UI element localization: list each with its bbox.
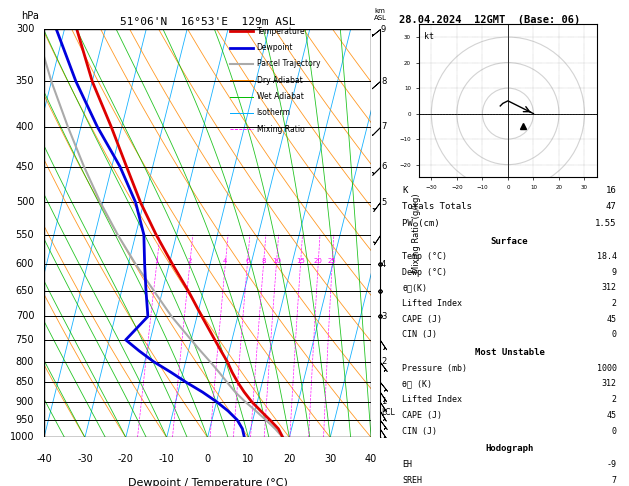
Text: kt: kt — [424, 32, 434, 41]
Text: LCL: LCL — [381, 408, 394, 417]
Text: 350: 350 — [16, 76, 34, 87]
Text: 2: 2 — [381, 357, 386, 366]
Text: 312: 312 — [601, 380, 616, 388]
Text: -9: -9 — [606, 460, 616, 469]
Text: -30: -30 — [77, 454, 93, 464]
Text: 18.4: 18.4 — [596, 252, 616, 261]
Text: Mixing Ratio (g/kg): Mixing Ratio (g/kg) — [413, 193, 421, 273]
Text: 1.55: 1.55 — [595, 219, 616, 227]
Text: CAPE (J): CAPE (J) — [403, 315, 442, 324]
Text: Mixing Ratio: Mixing Ratio — [257, 125, 304, 134]
Text: 500: 500 — [16, 197, 34, 208]
Text: θᴇ (K): θᴇ (K) — [403, 380, 432, 388]
Text: 20: 20 — [283, 454, 296, 464]
Text: 16: 16 — [606, 186, 616, 195]
Text: Pressure (mb): Pressure (mb) — [403, 364, 467, 373]
Text: 25: 25 — [328, 258, 337, 264]
Text: 47: 47 — [606, 202, 616, 211]
Text: CIN (J): CIN (J) — [403, 427, 437, 435]
Text: 800: 800 — [16, 357, 34, 367]
Text: 5: 5 — [381, 198, 386, 207]
Text: 1: 1 — [381, 397, 386, 406]
Text: 4: 4 — [381, 260, 386, 269]
Text: Surface: Surface — [491, 237, 528, 245]
Text: Isotherm: Isotherm — [257, 108, 291, 117]
Text: 45: 45 — [606, 411, 616, 420]
Text: CAPE (J): CAPE (J) — [403, 411, 442, 420]
Text: 10: 10 — [242, 454, 255, 464]
Text: Most Unstable: Most Unstable — [474, 348, 545, 357]
Text: 6: 6 — [381, 162, 386, 171]
Text: Parcel Trajectory: Parcel Trajectory — [257, 59, 320, 69]
Text: Lifted Index: Lifted Index — [403, 299, 462, 308]
Text: 15: 15 — [296, 258, 305, 264]
Text: 1000: 1000 — [9, 433, 34, 442]
Text: Lifted Index: Lifted Index — [403, 395, 462, 404]
Text: Hodograph: Hodograph — [486, 444, 533, 453]
Text: 10: 10 — [272, 258, 281, 264]
Text: SREH: SREH — [403, 476, 423, 485]
Text: 750: 750 — [16, 335, 34, 345]
Text: 2: 2 — [611, 299, 616, 308]
Text: 300: 300 — [16, 24, 34, 34]
Text: 550: 550 — [16, 230, 34, 240]
Text: EH: EH — [403, 460, 413, 469]
Text: 8: 8 — [381, 77, 386, 86]
Text: Totals Totals: Totals Totals — [403, 202, 472, 211]
Text: 7: 7 — [381, 122, 386, 131]
Text: hPa: hPa — [21, 11, 39, 21]
Text: 312: 312 — [601, 283, 616, 293]
Text: Wet Adiabat: Wet Adiabat — [257, 92, 304, 101]
Text: Temp (°C): Temp (°C) — [403, 252, 447, 261]
Text: 20: 20 — [314, 258, 323, 264]
Text: CIN (J): CIN (J) — [403, 330, 437, 339]
Text: 0: 0 — [611, 427, 616, 435]
Text: 1000: 1000 — [596, 364, 616, 373]
Text: Temperature: Temperature — [257, 27, 305, 35]
Text: 9: 9 — [381, 25, 386, 34]
Text: 450: 450 — [16, 162, 34, 172]
Text: K: K — [403, 186, 408, 195]
Text: 2: 2 — [611, 395, 616, 404]
Text: -10: -10 — [159, 454, 175, 464]
Text: -20: -20 — [118, 454, 134, 464]
Text: km
ASL: km ASL — [374, 8, 387, 21]
Text: 3: 3 — [381, 312, 386, 321]
Text: 850: 850 — [16, 377, 34, 387]
Text: θᴇ(K): θᴇ(K) — [403, 283, 428, 293]
Text: 8: 8 — [261, 258, 266, 264]
Text: 650: 650 — [16, 286, 34, 296]
Text: 700: 700 — [16, 312, 34, 321]
Text: 0: 0 — [611, 330, 616, 339]
Text: -40: -40 — [36, 454, 52, 464]
Text: 0: 0 — [204, 454, 211, 464]
Text: Dewp (°C): Dewp (°C) — [403, 268, 447, 277]
Text: 40: 40 — [365, 454, 377, 464]
Text: Dewpoint / Temperature (°C): Dewpoint / Temperature (°C) — [128, 478, 287, 486]
Text: 600: 600 — [16, 259, 34, 269]
Text: 9: 9 — [611, 268, 616, 277]
Text: 28.04.2024  12GMT  (Base: 06): 28.04.2024 12GMT (Base: 06) — [399, 15, 581, 25]
Text: 6: 6 — [245, 258, 250, 264]
Text: 2: 2 — [187, 258, 192, 264]
Text: 400: 400 — [16, 122, 34, 132]
Text: 900: 900 — [16, 397, 34, 407]
Text: 30: 30 — [324, 454, 337, 464]
Text: 4: 4 — [223, 258, 228, 264]
Text: 1: 1 — [155, 258, 159, 264]
Text: Dry Adiabat: Dry Adiabat — [257, 76, 303, 85]
Title: 51°06'N  16°53'E  129m ASL: 51°06'N 16°53'E 129m ASL — [120, 17, 296, 27]
Text: 45: 45 — [606, 315, 616, 324]
Text: PW (cm): PW (cm) — [403, 219, 440, 227]
Text: 950: 950 — [16, 415, 34, 425]
Text: Dewpoint: Dewpoint — [257, 43, 293, 52]
Text: 7: 7 — [611, 476, 616, 485]
